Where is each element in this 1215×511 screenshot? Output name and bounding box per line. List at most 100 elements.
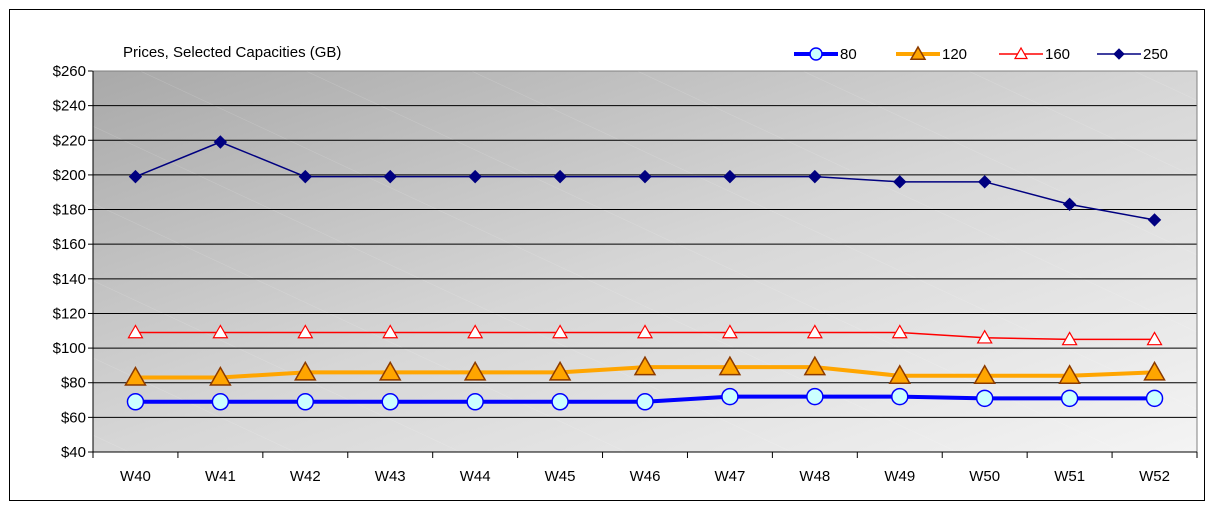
legend-marker (1113, 48, 1125, 60)
data-point (548, 360, 572, 381)
data-point (297, 324, 314, 339)
data-point (1058, 364, 1081, 385)
data-point (378, 360, 402, 381)
data-point (1146, 331, 1163, 346)
data-point (296, 393, 315, 411)
legend-marker (909, 45, 927, 60)
data-point (636, 324, 654, 339)
data-point (718, 355, 742, 376)
data-point (553, 169, 567, 184)
legend-label: 120 (942, 46, 967, 63)
x-tick-label: W50 (969, 468, 1000, 485)
series-80 (126, 387, 1164, 411)
legend-item-80: 80 (794, 46, 857, 63)
data-point (551, 393, 569, 411)
data-point (806, 387, 824, 406)
x-tick-label: W41 (205, 468, 236, 485)
data-point (127, 324, 144, 339)
data-point (383, 169, 397, 184)
y-tick-label: $180 (53, 202, 86, 219)
series-250 (128, 135, 1162, 227)
data-point (1145, 389, 1164, 408)
data-point (212, 324, 229, 339)
y-tick-label: $120 (53, 305, 86, 322)
line-chart: $40 $60 $80 $100 $120 $140 $160 $180 $200 $220 $24… (53, 44, 1198, 485)
y-tick-label: $80 (61, 375, 86, 392)
data-point (211, 393, 230, 411)
x-tick-label: W44 (460, 468, 491, 485)
x-tick-label: W47 (715, 468, 746, 485)
legend-item-120: 120 (896, 45, 967, 63)
data-point (466, 393, 484, 411)
data-point (808, 169, 822, 184)
data-point (723, 169, 737, 184)
y-tick-label: $40 (61, 444, 86, 461)
y-tick-label: $60 (61, 409, 86, 426)
x-tick-label: W45 (545, 468, 576, 485)
data-point (382, 324, 399, 339)
x-tick-label: W40 (120, 468, 151, 485)
chart-frame: $40 $60 $80 $100 $120 $140 $160 $180 $200 $220 $24… (9, 9, 1205, 501)
data-point (721, 324, 738, 339)
data-point (294, 360, 317, 381)
data-point (209, 366, 232, 386)
data-point (893, 175, 907, 189)
x-tick-label: W43 (375, 468, 406, 485)
data-point (891, 324, 908, 339)
data-point (128, 169, 143, 184)
data-point (298, 169, 313, 184)
legend-label: 250 (1143, 46, 1168, 63)
legend-item-250: 250 (1097, 46, 1168, 63)
x-tick-label: W52 (1139, 468, 1170, 485)
data-point (1060, 389, 1079, 408)
plot-texture (93, 71, 1197, 452)
y-tick-label: $100 (53, 340, 86, 357)
axes: $40 $60 $80 $100 $120 $140 $160 $180 $200 $220 $24… (53, 63, 1198, 485)
legend-label: 160 (1045, 46, 1070, 63)
x-tick-label: W48 (799, 468, 830, 485)
y-tick-label: $240 (53, 98, 86, 115)
data-point (977, 175, 992, 189)
x-tick-label: W49 (884, 468, 915, 485)
data-point (1143, 360, 1166, 381)
series-layer (124, 135, 1166, 411)
data-point (463, 360, 487, 381)
data-point (891, 387, 909, 406)
data-point (806, 324, 823, 339)
data-point (803, 355, 827, 376)
legend: 80 120 160 250 (794, 45, 1168, 63)
data-point (636, 393, 654, 411)
data-point (552, 324, 569, 339)
y-tick-label: $220 (53, 132, 86, 149)
y-tick-label: $260 (53, 63, 86, 80)
data-point (888, 364, 912, 385)
data-point (975, 389, 994, 408)
data-point (124, 366, 147, 386)
data-point (973, 364, 996, 385)
data-point (381, 393, 399, 411)
series-160 (127, 324, 1163, 346)
y-tick-label: $140 (53, 271, 86, 288)
data-point (721, 387, 739, 406)
legend-marker (1013, 46, 1029, 60)
data-point (638, 169, 652, 184)
legend-label: 80 (840, 46, 857, 63)
data-point (126, 393, 145, 411)
legend-marker (809, 47, 823, 61)
legend-item-160: 160 (999, 46, 1070, 63)
x-tick-label: W46 (630, 468, 661, 485)
data-point (467, 324, 484, 339)
data-point (213, 135, 228, 149)
data-point (468, 169, 482, 184)
y-tick-label: $200 (53, 167, 86, 184)
series-120 (124, 355, 1166, 386)
x-tick-label: W51 (1054, 468, 1085, 485)
x-tick-label: W42 (290, 468, 321, 485)
chart-title: Prices, Selected Capacities (GB) (123, 44, 341, 61)
data-point (633, 355, 657, 376)
data-point (1061, 331, 1078, 346)
y-tick-label: $160 (53, 236, 86, 253)
data-point (1147, 213, 1162, 227)
data-point (976, 329, 993, 344)
data-point (1062, 197, 1077, 212)
